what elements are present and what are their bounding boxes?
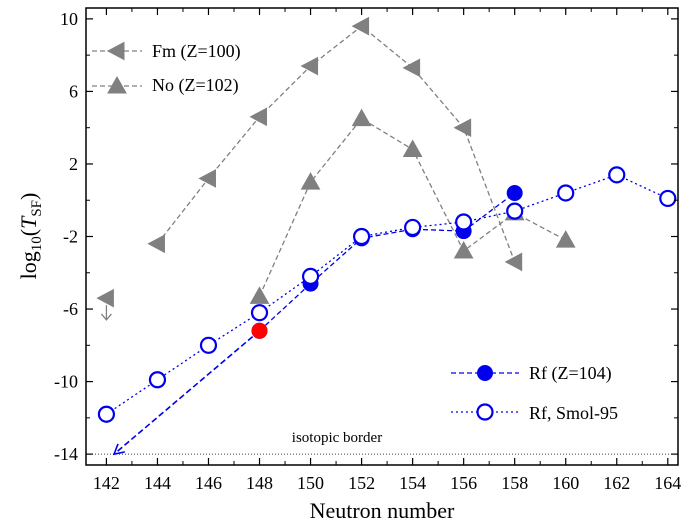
data-point-3-7: [455, 213, 473, 231]
data-point-0-3: [300, 56, 319, 76]
legend-bottom: Rf (Z=104) Rf, Smol-95: [451, 363, 618, 423]
x-tick-label-5: 152: [348, 473, 375, 493]
y-tick-label-1: 6: [69, 81, 78, 101]
axes: 142 144 146 148 150 152 154 156 158 160 162 164 10 6 2…: [54, 8, 681, 493]
x-tick-label-9: 160: [552, 473, 579, 493]
data-point-limit: [96, 288, 114, 308]
x-tick-label-7: 156: [450, 473, 477, 493]
x-tick-label-6: 154: [399, 473, 426, 493]
x-tick-label-3: 148: [246, 473, 273, 493]
y-axis-title-open: (: [16, 229, 41, 236]
x-tick-label-0: 142: [93, 473, 120, 493]
data-point-1-1: [300, 172, 321, 190]
y-tick-label-3: -2: [63, 227, 78, 247]
data-point-1-2: [351, 108, 372, 127]
series-line-0: [156, 25, 516, 263]
legend-swatch-no-marker: [107, 75, 127, 94]
y-tick-label-0: 10: [60, 9, 78, 29]
legend-label-rf-smol: Rf, Smol-95: [529, 403, 618, 423]
data-point-3-9: [557, 184, 575, 202]
y-tick-label-6: -14: [54, 444, 78, 464]
extrapolation-arrowhead: [112, 443, 126, 456]
data-point-3-3: [250, 304, 269, 322]
data-point-3-2: [199, 336, 218, 354]
data-point-3-6: [404, 218, 422, 237]
data-point-1-4: [453, 240, 474, 259]
series-line-2: [259, 192, 516, 332]
data-point-1-3: [402, 139, 423, 157]
legend-label-rf: Rf (Z=104): [529, 363, 612, 384]
data-point-3-5: [352, 227, 371, 246]
y-axis-title-sub1: 10: [29, 236, 45, 251]
y-axis-title-close: ): [16, 193, 41, 200]
series-0: [147, 16, 523, 272]
data-point-0-4: [351, 16, 370, 36]
data-point-3-0: [97, 405, 116, 423]
legend-top: Fm (Z=100) No (Z=102): [92, 41, 241, 96]
limit-arrow-head: [100, 313, 112, 321]
legend-swatch-fm-marker: [106, 41, 125, 61]
series-3: [97, 166, 677, 423]
isotopic-border-label: isotopic border: [292, 430, 382, 446]
y-axis-title: log10(TSF): [16, 193, 45, 280]
data-point-0-1: [198, 169, 216, 188]
y-axis-title-t: T: [16, 215, 41, 229]
legend-label-fm: Fm (Z=100): [152, 41, 241, 62]
legend-label-no: No (Z=102): [152, 75, 239, 96]
legend-swatch-rf-smol-marker: [476, 403, 494, 421]
y-tick-label-2: 2: [69, 154, 78, 174]
x-tick-label-11: 164: [654, 473, 681, 493]
data-point-0-2: [249, 107, 268, 127]
data-point-3-10: [608, 166, 626, 184]
x-tick-label-10: 162: [603, 473, 630, 493]
y-tick-label-5: -10: [54, 372, 78, 392]
data-point-2-5: [506, 184, 523, 201]
data-point-1-6: [555, 230, 576, 248]
data-point-0-7: [504, 252, 523, 272]
data-point-3-11: [659, 189, 677, 208]
data-point-1-0: [249, 286, 270, 304]
data-point-3-1: [148, 371, 167, 389]
x-axis-title: Neutron number: [310, 498, 455, 523]
y-axis-title-base: log: [16, 251, 41, 279]
data-point-0-5: [402, 58, 421, 78]
data-point-0-6: [453, 118, 472, 138]
x-tick-label-8: 158: [501, 473, 528, 493]
legend-swatch-rf-marker: [477, 365, 493, 381]
x-tick-label-4: 150: [297, 473, 324, 493]
x-tick-label-2: 146: [195, 473, 222, 493]
extrapolation-line: [113, 330, 261, 455]
data-point-3-8: [506, 202, 524, 220]
plot-area: [86, 16, 678, 456]
y-tick-label-4: -6: [63, 299, 78, 319]
data-point-3-4: [301, 267, 320, 285]
data-point-red: [251, 322, 268, 339]
data-point-0-0: [147, 234, 165, 254]
x-tick-label-1: 144: [144, 473, 171, 493]
y-axis-title-sub2: SF: [29, 200, 45, 217]
